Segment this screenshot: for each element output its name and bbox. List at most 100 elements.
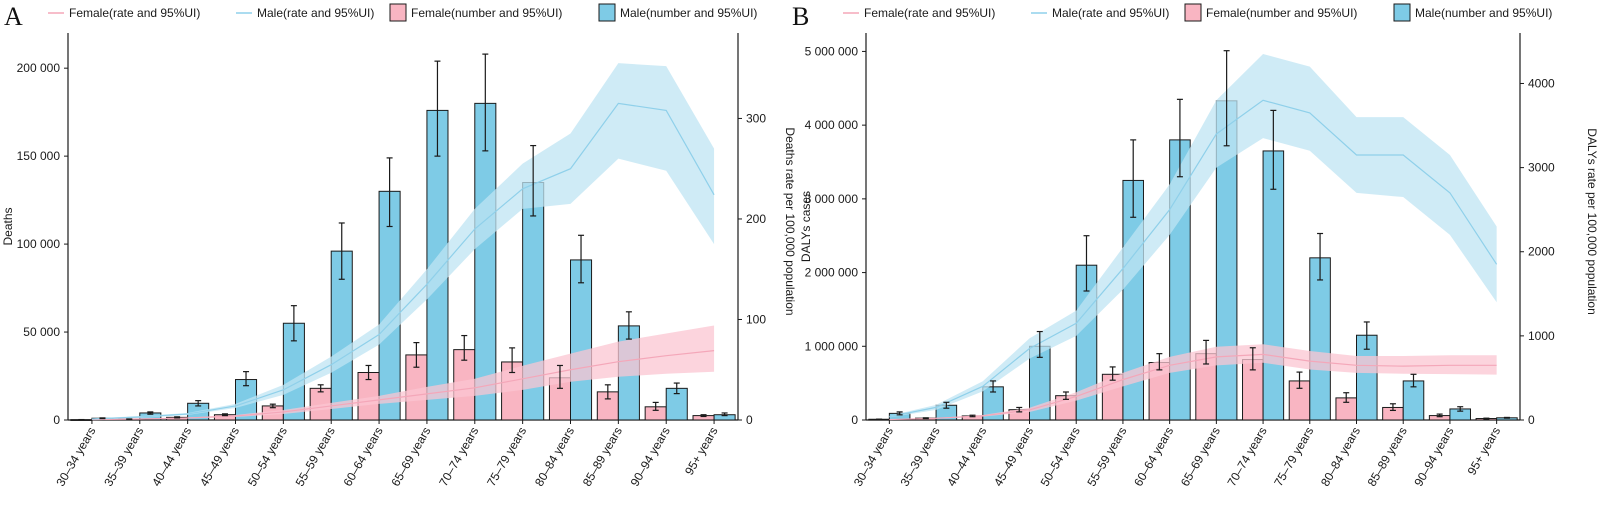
x-tick-label: 45–49 years	[991, 425, 1036, 489]
y2-tick-label: 4000	[1528, 76, 1555, 90]
female-error-bar	[1109, 366, 1116, 381]
male-error-bar	[482, 53, 489, 152]
y2-tick-label: 300	[746, 111, 766, 125]
male-error-bar	[338, 222, 345, 280]
legend-label: Female(rate and 95%UI)	[69, 6, 200, 20]
y-axis-title: DALYs cases	[799, 191, 813, 262]
legend-item-1: Female(rate and 95%UI)	[843, 6, 995, 20]
male-error-bar	[290, 305, 297, 342]
x-tick-label: 80–84 years	[1318, 425, 1363, 489]
female-error-bar	[174, 416, 181, 419]
legend-item-4: Male(number and 95%UI)	[598, 3, 757, 22]
x-tick-label: 80–84 years	[532, 425, 577, 489]
plot-b: 0 1 000 000 2 000 000 3 000 000 4 000 000 5 0…	[799, 33, 1599, 489]
legend-a: Female(rate and 95%UI) Male(rate and 95%U…	[48, 3, 757, 22]
x-tick-label: 85–89 years	[1365, 425, 1410, 489]
legend-item-3: Female(number and 95%UI)	[1184, 3, 1357, 22]
x-tick-label: 35–39 years	[101, 425, 146, 489]
female-error-bar	[1343, 392, 1350, 403]
y-tick-label: 100 000	[17, 237, 61, 251]
female-error-bar	[221, 413, 228, 417]
legend-bar-swatch	[389, 3, 407, 22]
x-tick-label: 55–59 years	[1084, 425, 1129, 489]
y2-tick-label: 1000	[1528, 329, 1555, 343]
male-bar	[1262, 150, 1285, 421]
y2-tick-label: 200	[746, 212, 766, 226]
female-error-bar	[1016, 406, 1023, 413]
y-axis-title: Deaths	[1, 207, 15, 245]
female-error-bar	[413, 342, 420, 368]
x-tick-label: 75–79 years	[484, 425, 529, 489]
plot-a: 0 50 000 100 000 150 000 200 000 0 100 200 300 De…	[1, 33, 797, 489]
female-error-bar	[1156, 353, 1163, 371]
female-error-bar	[922, 417, 929, 420]
x-tick-label: 45–49 years	[197, 425, 242, 489]
female-rate-band	[889, 344, 1497, 420]
y2-tick-label: 2000	[1528, 245, 1555, 259]
male-error-bar	[1083, 235, 1090, 292]
x-tick-label: 30–34 years	[53, 425, 98, 489]
male-error-bar	[943, 401, 950, 409]
x-tick-label: 75–79 years	[1271, 425, 1316, 489]
y2-tick-label: 0	[1528, 413, 1535, 427]
male-error-bar	[896, 411, 903, 416]
y2-axis-title: Deaths rate per 100,000 population	[783, 127, 797, 315]
x-tick-label: 60–64 years	[1131, 425, 1176, 489]
female-error-bar	[652, 401, 659, 411]
female-error-bar	[1249, 347, 1256, 371]
x-tick-label: 55–59 years	[293, 425, 338, 489]
panel-b: B Female(rate and 95%UI) Male(rate and 95…	[792, 2, 1599, 489]
female-error-bar	[1296, 371, 1303, 389]
male-bar	[570, 259, 593, 421]
y-tick-label: 2 000 000	[805, 266, 859, 280]
male-error-bar	[1503, 416, 1510, 419]
legend-bar-swatch	[1393, 3, 1411, 22]
y2-axis-title: DALYs rate per 100,000 population	[1585, 128, 1599, 315]
legend-label: Male(number and 95%UI)	[620, 6, 757, 20]
female-error-bar	[269, 403, 276, 409]
y2-tick-label: 0	[746, 413, 753, 427]
male-error-bar	[721, 412, 728, 417]
y2-tick-label: 3000	[1528, 161, 1555, 175]
x-tick-label: 70–74 years	[436, 425, 481, 489]
male-error-bar	[147, 411, 154, 415]
male-error-bar	[1176, 98, 1183, 178]
legend-bar-swatch	[1184, 3, 1202, 22]
x-tick-label: 30–34 years	[851, 425, 896, 489]
y-tick-label: 0	[53, 413, 60, 427]
male-error-bar	[1363, 321, 1370, 350]
y-tick-label: 1 000 000	[805, 339, 859, 353]
x-tick-label: 60–64 years	[341, 425, 386, 489]
x-tick-label: 35–39 years	[898, 425, 943, 489]
female-error-bar	[1062, 391, 1069, 400]
x-tick-label: 95+ years	[682, 425, 721, 478]
x-tick-label: 40–44 years	[944, 424, 989, 488]
male-error-bar	[1270, 109, 1277, 190]
x-tick-label: 65–69 years	[388, 425, 433, 489]
female-error-bar	[1203, 339, 1210, 365]
legend-label: Female(number and 95%UI)	[1206, 6, 1357, 20]
male-error-bar	[243, 371, 250, 387]
y-tick-label: 0	[851, 413, 858, 427]
female-error-bar	[700, 414, 707, 418]
legend-label: Female(number and 95%UI)	[411, 6, 562, 20]
male-rate-line	[889, 99, 1498, 418]
panel-a: A Female(rate and 95%UI) Male(rate and 95…	[1, 2, 797, 489]
male-error-bar	[1036, 330, 1043, 358]
male-error-bar	[434, 60, 441, 157]
male-error-bar	[673, 382, 680, 395]
male-error-bar	[990, 380, 997, 393]
y-tick-label: 200 000	[17, 61, 61, 75]
legend-item-2: Male(rate and 95%UI)	[236, 6, 374, 20]
male-bar	[1309, 257, 1331, 421]
male-error-bar	[1223, 50, 1230, 147]
male-error-bar	[530, 144, 537, 217]
female-error-bar	[1436, 413, 1443, 418]
x-tick-label: 70–74 years	[1225, 425, 1270, 489]
x-tick-label: 90–94 years	[628, 425, 673, 489]
male-error-bar	[1317, 232, 1324, 281]
male-error-bar	[1130, 139, 1137, 218]
male-error-bar	[1410, 373, 1417, 388]
female-error-bar	[317, 384, 324, 393]
